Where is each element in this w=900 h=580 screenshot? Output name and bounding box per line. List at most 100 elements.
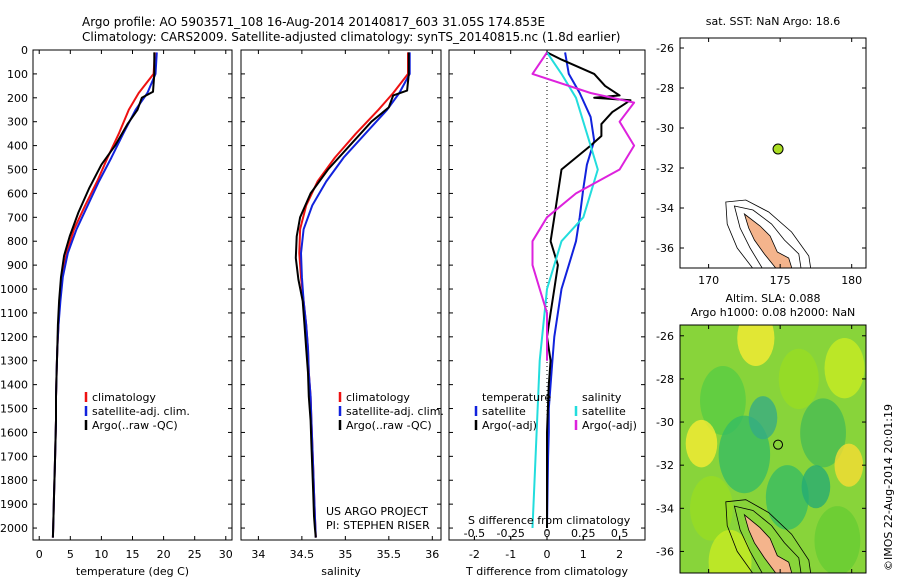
depth-tick-label: 1800 — [0, 474, 28, 487]
depth-tick-label: 1500 — [0, 403, 28, 416]
sla-anomaly-patch — [814, 506, 861, 573]
difference-x-axis-label: T difference from climatology — [465, 565, 628, 578]
sla-anomaly-patch — [737, 325, 775, 366]
temperature-series-line — [51, 52, 158, 538]
diff-legend-s-argo: Argo(-adj) — [582, 419, 637, 432]
salinity-diff-tick-label: 0.25 — [571, 527, 596, 540]
map-x-tick-label: 175 — [770, 274, 791, 287]
sla-anomaly-patch — [748, 396, 778, 440]
salinity-x-axis-label: salinity — [321, 565, 361, 578]
sst-map-title: sat. SST: NaN Argo: 18.6 — [706, 15, 840, 28]
sst-map: 170 175 180 -26 -28 -30 -32 -34 -36 — [656, 37, 867, 287]
sla-map-frame — [679, 324, 867, 574]
difference-x-tick-label: 0 — [544, 548, 551, 561]
salinity-x-tick-label: 36 — [425, 548, 439, 561]
depth-tick-label: 500 — [7, 164, 28, 177]
header-line-1: Argo profile: AO 5903571_108 16-Aug-2014… — [82, 15, 545, 29]
depth-tick-label: 1400 — [0, 379, 28, 392]
salinity-legend-satellite: satellite-adj. clim. — [346, 405, 444, 418]
temperature-legend-satellite: satellite-adj. clim. — [92, 405, 190, 418]
diff-legend-t-satellite: satellite — [482, 405, 526, 418]
map-x-tick-label: 170 — [698, 274, 719, 287]
map-x-tick-label: 180 — [841, 274, 862, 287]
depth-tick-label: 1200 — [0, 331, 28, 344]
salinity-diff-tick-label: -0.5 — [464, 527, 485, 540]
map-y-tick-label: -34 — [656, 202, 674, 215]
diff-legend-s-satellite: satellite — [582, 405, 626, 418]
temperature-x-tick-label: 10 — [94, 548, 108, 561]
difference-panel: -2 -1 0 1 2 T difference from climatology -0.5… — [448, 49, 646, 578]
shelf-contour — [725, 499, 812, 573]
sla-anomaly-patch — [708, 529, 752, 573]
map-panels: 170175180-26-28-30-32-34-36170175180-26-… — [656, 37, 867, 580]
temperature-x-tick-label: 0 — [36, 548, 43, 561]
salinity-legend-climatology: climatology — [346, 391, 410, 404]
map-y-tick-label: -26 — [656, 330, 674, 343]
land-new-zealand — [743, 513, 793, 573]
depth-tick-label: 300 — [7, 116, 28, 129]
float-position-marker — [772, 143, 784, 155]
sla-map-title-1: Altim. SLA: 0.088 — [725, 292, 820, 305]
difference-x-tick-label: 1 — [580, 548, 587, 561]
depth-tick-label: 800 — [7, 235, 28, 248]
temperature-legend-argo: Argo(..raw -QC) — [92, 419, 178, 432]
difference-x-tick-label: -2 — [469, 548, 480, 561]
temperature-x-tick-label: 5 — [67, 548, 74, 561]
salinity-diff-tick-label: -0.25 — [496, 527, 524, 540]
diff-legend-t-argo: Argo(-adj) — [482, 419, 537, 432]
sla-anomaly-patch — [765, 465, 809, 530]
depth-tick-label: 1000 — [0, 283, 28, 296]
shelf-contour — [733, 505, 802, 573]
temperature-x-tick-label: 15 — [126, 548, 140, 561]
map-y-tick-label: -32 — [656, 162, 674, 175]
salinity-series-line — [298, 52, 409, 538]
salinity-axes-box — [240, 49, 442, 541]
map-y-tick-label: -28 — [656, 373, 674, 386]
difference-x-tick-label: 2 — [616, 548, 623, 561]
temperature-legend-climatology: climatology — [92, 391, 156, 404]
salinity-x-tick-label: 35 — [338, 548, 352, 561]
salinity-panel: 34 34.5 35 35.5 36 salinity — [240, 49, 442, 578]
map-y-tick-label: -36 — [656, 242, 674, 255]
sla-anomaly-patch — [690, 475, 733, 541]
header-line-2: Climatology: CARS2009. Satellite-adjuste… — [82, 30, 620, 44]
depth-tick-label: 1100 — [0, 307, 28, 320]
depth-tick-label: 1900 — [0, 498, 28, 511]
map-y-tick-label: -28 — [656, 82, 674, 95]
depth-tick-label: 1300 — [0, 355, 28, 368]
map-y-tick-label: -30 — [656, 122, 674, 135]
map-y-tick-label: -32 — [656, 459, 674, 472]
depth-tick-label: 700 — [7, 211, 28, 224]
depth-tick-label: 0 — [21, 44, 28, 57]
pi-note: PI: STEPHEN RISER — [326, 519, 430, 532]
depth-tick-label: 2000 — [0, 522, 28, 535]
sla-anomaly-patch — [778, 348, 819, 410]
salinity-x-tick-label: 34 — [251, 548, 265, 561]
sst-map-content — [725, 199, 812, 268]
depth-tick-label: 200 — [7, 92, 28, 105]
side-stamp: ©IMOS 22-Aug-2014 20:01:19 — [882, 404, 895, 571]
float-position-marker — [773, 439, 784, 450]
salinity-x-tick-label: 34.5 — [290, 548, 315, 561]
sla-anomaly-patch — [834, 443, 864, 487]
depth-tick-label: 400 — [7, 140, 28, 153]
depth-tick-label: 900 — [7, 259, 28, 272]
map-y-tick-label: -30 — [656, 416, 674, 429]
difference-series-line — [546, 52, 596, 529]
sla-anomaly-patch — [824, 337, 865, 399]
difference-series-line — [531, 51, 599, 529]
sla-anomaly-patch — [801, 465, 831, 509]
diff-legend-temperature-header: temperature — [482, 391, 551, 404]
shelf-contour — [733, 205, 802, 268]
sla-anomaly-patch — [685, 419, 718, 468]
temperature-x-tick-label: 25 — [188, 548, 202, 561]
salinity-x-tick-label: 35.5 — [377, 548, 402, 561]
depth-tick-label: 600 — [7, 187, 28, 200]
difference-series-line — [531, 51, 636, 361]
sst-map-frame — [679, 37, 867, 269]
salinity-legend: climatology satellite-adj. clim. Argo(..… — [326, 391, 444, 532]
salinity-diff-tick-label: 0 — [544, 527, 551, 540]
project-note: US ARGO PROJECT — [326, 505, 428, 518]
land-new-zealand — [743, 212, 793, 268]
